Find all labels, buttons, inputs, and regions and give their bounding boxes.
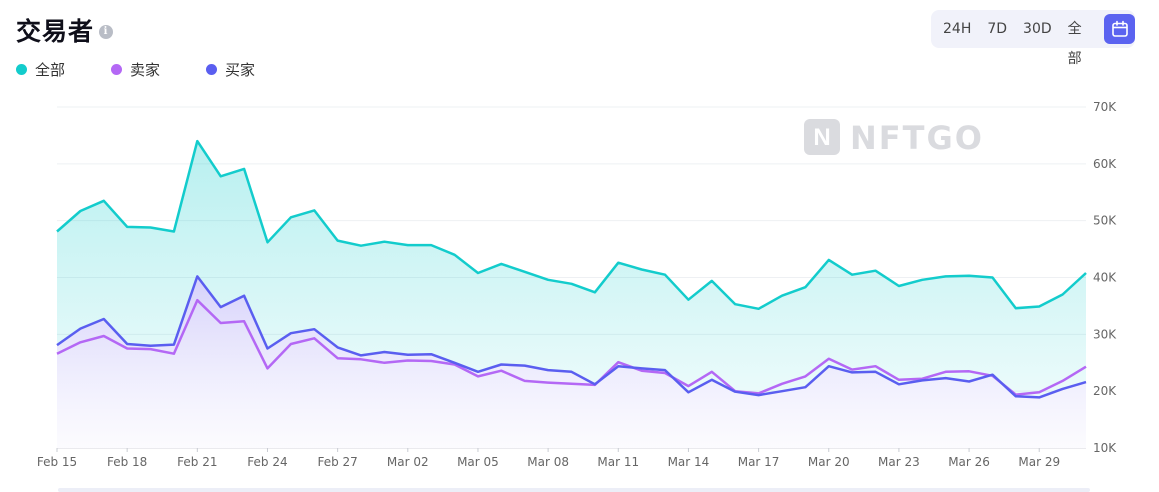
y-tick-label: 20K [1093, 384, 1117, 398]
x-tick-label: Feb 27 [317, 455, 357, 469]
x-tick-label: Feb 15 [37, 455, 77, 469]
legend-label-all: 全部 [35, 61, 66, 79]
legend-dot-sellers [111, 64, 123, 75]
page-title: 交易者 i [16, 12, 114, 48]
line-buyers [56, 275, 1087, 399]
legend-item-sellers[interactable]: 卖家 [111, 59, 160, 80]
y-tick-label: 70K [1093, 100, 1117, 114]
legend-item-all[interactable]: 全部 [16, 59, 65, 80]
y-tick-label: 40K [1093, 271, 1117, 285]
time-range-selector: 24H 7D 30D 全部 [931, 10, 1135, 67]
x-tick-label: Mar 26 [948, 455, 990, 469]
x-tick-label: Mar 05 [457, 455, 499, 469]
legend-item-buyers[interactable]: 买家 [206, 59, 255, 80]
x-tick-label: Feb 18 [107, 455, 147, 469]
range-all-button[interactable]: 全部 [1067, 21, 1082, 67]
legend-dot-all [16, 64, 27, 75]
line-sellers [56, 298, 1087, 396]
x-tick-label: Mar 11 [597, 455, 639, 469]
x-tick-label: Mar 08 [527, 455, 569, 469]
y-tick-label: 50K [1093, 214, 1117, 228]
range-7d-button[interactable]: 7D [987, 21, 1008, 37]
range-24h-button[interactable]: 24H [943, 21, 972, 37]
calendar-icon [1111, 20, 1128, 37]
legend-dot-buyers [206, 64, 218, 75]
x-tick-label: Mar 20 [808, 455, 850, 469]
x-tick-label: Mar 29 [1018, 455, 1060, 469]
nftgo-watermark: N NFTGO [804, 119, 984, 157]
y-tick-label: 30K [1093, 327, 1117, 341]
area-buyers [57, 276, 1086, 448]
x-tick-label: Feb 21 [177, 455, 217, 469]
chart-zoom-scrollbar[interactable] [58, 488, 1090, 492]
watermark-text: NFTGO [850, 119, 984, 157]
x-tick-label: Mar 23 [878, 455, 920, 469]
x-tick-label: Mar 17 [738, 455, 780, 469]
x-tick-label: Mar 14 [668, 455, 710, 469]
chart-legend: 全部 卖家 买家 [16, 59, 301, 80]
range-30d-button[interactable]: 30D [1023, 21, 1052, 37]
calendar-button[interactable] [1104, 14, 1135, 44]
x-tick-label: Mar 02 [387, 455, 429, 469]
info-icon[interactable]: i [99, 25, 114, 39]
line-all [56, 139, 1087, 311]
y-tick-label: 60K [1093, 157, 1117, 171]
legend-label-sellers: 卖家 [130, 61, 161, 79]
svg-text:N: N [813, 124, 830, 151]
y-tick-label: 10K [1093, 441, 1117, 455]
x-tick-label: Feb 24 [247, 455, 287, 469]
title-text: 交易者 [16, 17, 95, 46]
legend-label-buyers: 买家 [225, 61, 256, 79]
